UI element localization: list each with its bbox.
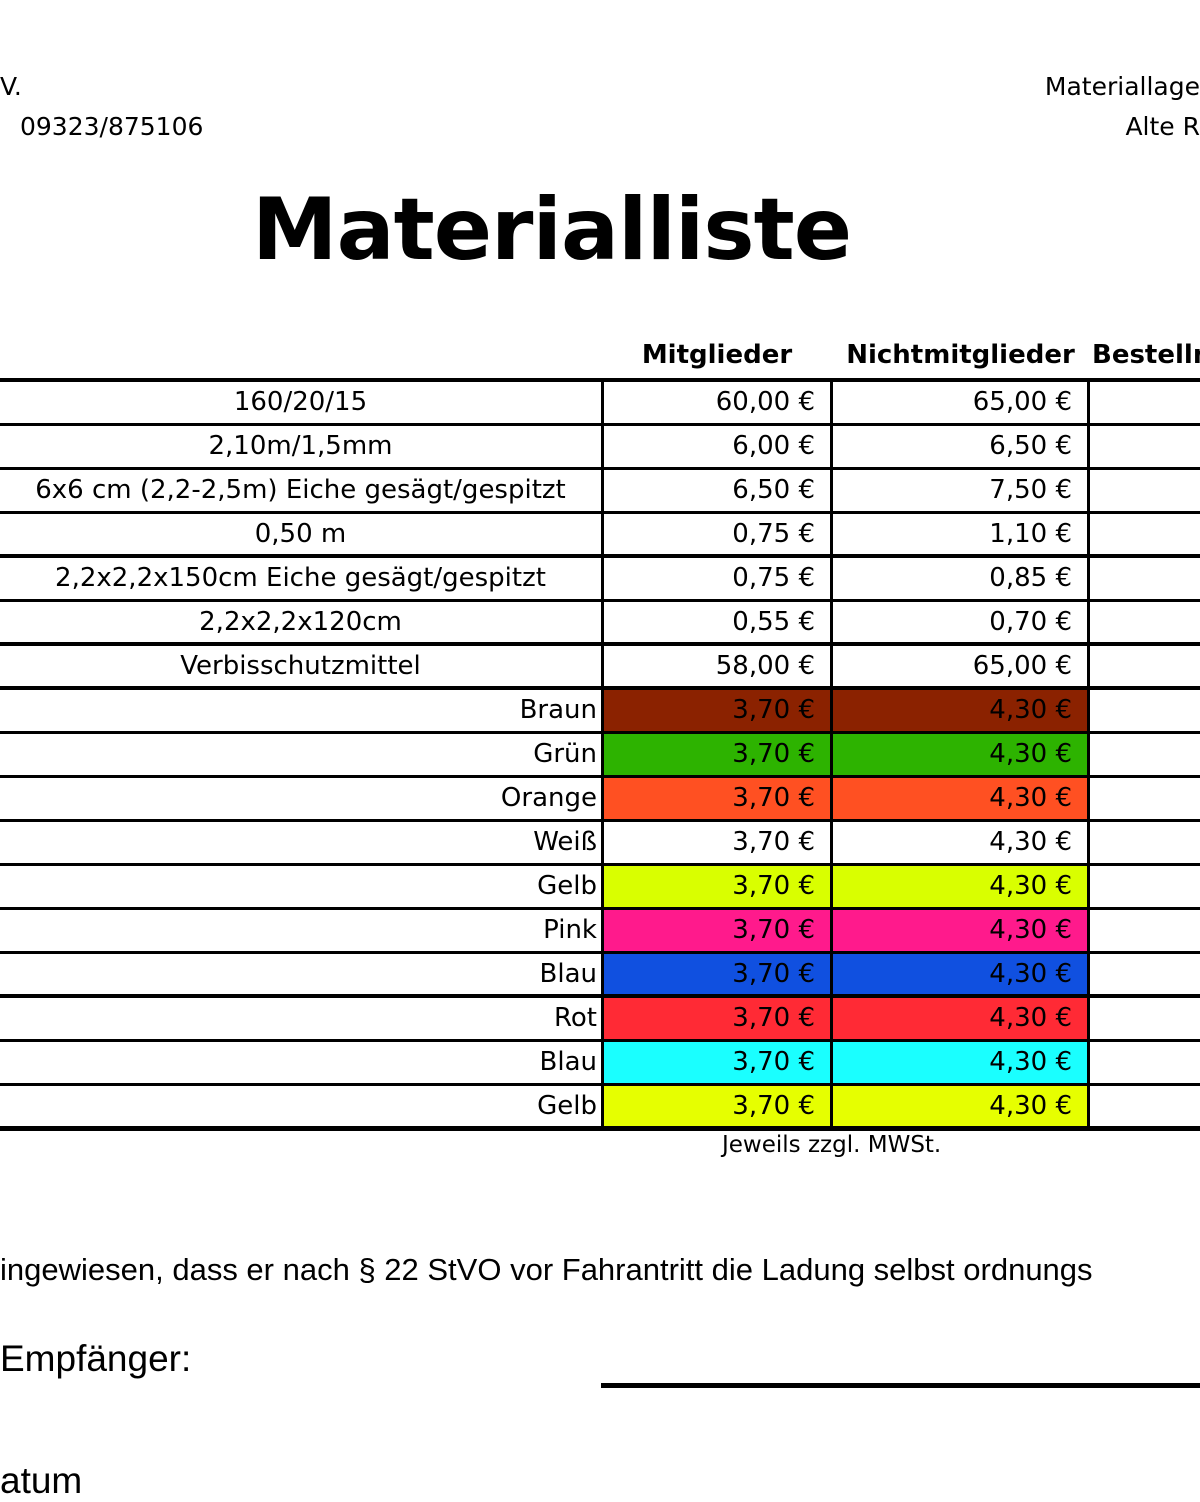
non-member-price: 1,10 €	[989, 519, 1072, 549]
column-header: Nichtmitglieder	[846, 340, 1075, 370]
item: Gelb	[537, 1091, 597, 1121]
row-border	[0, 1126, 1200, 1131]
member-price: 3,70 €	[603, 864, 831, 908]
row-border	[0, 686, 1200, 690]
member-price: 0,55 €	[732, 607, 815, 637]
header-left-1: V.	[0, 72, 22, 101]
row-border	[0, 907, 1200, 910]
row-border	[0, 775, 1200, 778]
column-border	[601, 380, 604, 1128]
member-price: 3,70 €	[603, 776, 831, 820]
row-border	[0, 731, 1200, 734]
item: 0,50 m	[254, 519, 347, 549]
member-price: 0,75 €	[732, 563, 815, 593]
row-border	[0, 378, 1200, 382]
column-border	[830, 380, 833, 1128]
row-border	[0, 1039, 1200, 1042]
member-price: 3,70 €	[603, 996, 831, 1040]
member-price: 0,75 €	[732, 519, 815, 549]
non-member-price: 0,85 €	[989, 563, 1072, 593]
item: 2,10m/1,5mm	[208, 431, 393, 461]
date-label: atum	[0, 1460, 83, 1501]
member-price: 3,70 €	[603, 952, 831, 996]
non-member-price: 4,30 €	[832, 732, 1088, 776]
column-header: Mitglieder	[641, 340, 793, 370]
non-member-price: 4,30 €	[832, 908, 1088, 952]
row-border	[0, 819, 1200, 822]
non-member-price: 4,30 €	[832, 864, 1088, 908]
item: 2,2x2,2x120cm	[199, 607, 402, 637]
signature-line	[601, 1383, 1200, 1388]
row-border	[0, 467, 1200, 470]
non-member-price: 4,30 €	[832, 1040, 1088, 1084]
non-member-price: 4,30 €	[832, 776, 1088, 820]
row-border	[0, 599, 1200, 602]
row-border	[0, 554, 1200, 558]
member-price: 3,70 €	[603, 732, 831, 776]
non-member-price: 0,70 €	[989, 607, 1072, 637]
non-member-price: 65,00 €	[972, 651, 1072, 681]
header-left-2: 09323/875106	[20, 112, 204, 141]
item: Braun	[519, 695, 597, 725]
item: 6x6 cm (2,2-2,5m) Eiche gesägt/gespitzt	[35, 475, 566, 505]
item: Blau	[539, 1047, 597, 1077]
notice: ingewiesen, dass er nach § 22 StVO vor F…	[0, 1252, 1093, 1287]
member-price: 3,70 €	[603, 908, 831, 952]
header-right-1: Materiallage	[1044, 72, 1200, 101]
non-member-price: 4,30 €	[832, 996, 1088, 1040]
non-member-price: 4,30 €	[832, 688, 1088, 732]
member-price: 60,00 €	[715, 387, 815, 417]
row-border	[0, 863, 1200, 866]
non-member-price: 7,50 €	[989, 475, 1072, 505]
item: 160/20/15	[233, 387, 368, 417]
table-note: Jeweils zzgl. MWSt.	[722, 1132, 942, 1158]
member-price: 6,50 €	[732, 475, 815, 505]
item: Verbisschutzmittel	[180, 651, 421, 681]
column-header: Bestelln	[1092, 340, 1200, 370]
member-price: 6,00 €	[732, 431, 815, 461]
member-price: 3,70 €	[603, 1084, 831, 1128]
item: Pink	[543, 915, 597, 945]
item: Orange	[500, 783, 597, 813]
row-border	[0, 423, 1200, 426]
member-price: 3,70 €	[603, 1040, 831, 1084]
item: Rot	[554, 1003, 597, 1033]
non-member-price: 4,30 €	[832, 1084, 1088, 1128]
non-member-price: 6,50 €	[989, 431, 1072, 461]
item: 2,2x2,2x150cm Eiche gesägt/gespitzt	[55, 563, 546, 593]
row-border	[0, 951, 1200, 954]
item: Weiß	[533, 827, 597, 857]
column-border	[1087, 380, 1090, 1128]
member-price: 58,00 €	[715, 651, 815, 681]
title: Materialliste	[252, 180, 852, 280]
non-member-price: 4,30 €	[832, 952, 1088, 996]
recipient-label: Empfänger:	[0, 1338, 192, 1379]
member-price: 3,70 €	[603, 688, 831, 732]
non-member-price: 65,00 €	[972, 387, 1072, 417]
item: Blau	[539, 959, 597, 989]
member-price: 3,70 €	[603, 820, 831, 864]
non-member-price: 4,30 €	[832, 820, 1088, 864]
row-border	[0, 511, 1200, 514]
row-border	[0, 642, 1200, 646]
row-border	[0, 994, 1200, 998]
item: Grün	[533, 739, 597, 769]
item: Gelb	[537, 871, 597, 901]
header-right-2: Alte R	[1125, 112, 1200, 141]
row-border	[0, 1083, 1200, 1086]
